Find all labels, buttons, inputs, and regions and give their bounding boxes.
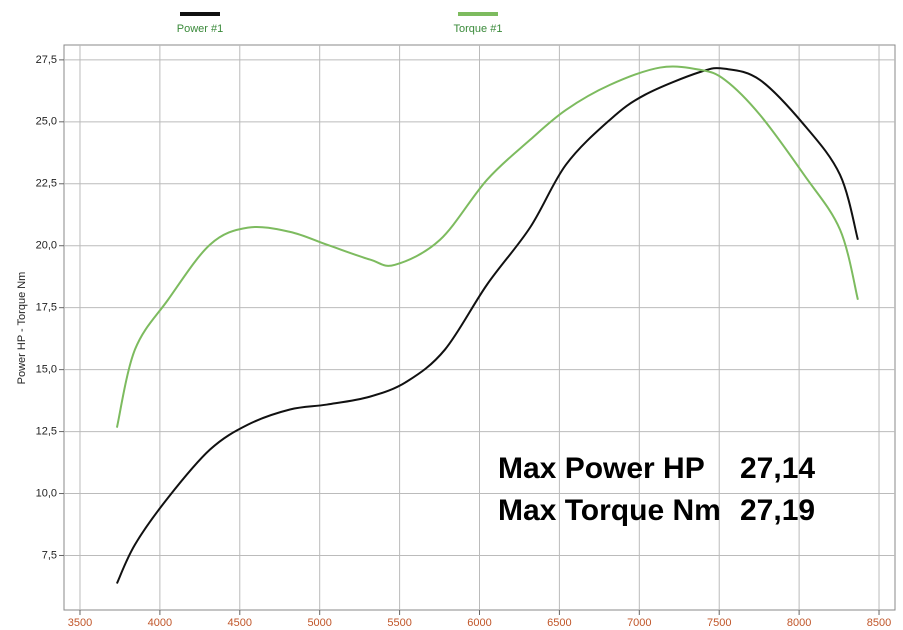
y-tick-label: 7,5 — [42, 549, 57, 561]
x-tick-label: 7500 — [707, 617, 731, 629]
x-tick-label: 8500 — [867, 617, 891, 629]
series-line — [115, 67, 859, 584]
y-tick-label: 15,0 — [36, 364, 57, 376]
legend-label: Power #1 — [177, 23, 223, 35]
y-tick-label: 25,0 — [36, 116, 57, 128]
y-tick-label: 17,5 — [36, 302, 57, 314]
x-tick-label: 3500 — [68, 617, 92, 629]
annotation-value: 27,19 — [740, 494, 815, 527]
legend-label: Torque #1 — [454, 23, 503, 35]
y-tick-label: 20,0 — [36, 240, 57, 252]
annotation-label: Max Power HP — [498, 452, 705, 485]
annotation-value: 27,14 — [740, 452, 815, 485]
x-tick-label: 4500 — [228, 617, 252, 629]
x-tick-label: 5500 — [387, 617, 411, 629]
x-tick-label: 7000 — [627, 617, 651, 629]
y-tick-label: 22,5 — [36, 178, 57, 190]
x-tick-label: 5000 — [307, 617, 331, 629]
x-tick-label: 4000 — [148, 617, 172, 629]
series-line — [115, 65, 859, 428]
x-tick-label: 6500 — [547, 617, 571, 629]
y-tick-label: 27,5 — [36, 54, 57, 66]
x-tick-label: 6000 — [467, 617, 491, 629]
y-axis-label: Power HP - Torque Nm — [16, 272, 28, 385]
annotation-label: Max Torque Nm — [498, 494, 721, 527]
y-tick-label: 12,5 — [36, 425, 57, 437]
x-tick-label: 8000 — [787, 617, 811, 629]
y-tick-label: 10,0 — [36, 487, 57, 499]
